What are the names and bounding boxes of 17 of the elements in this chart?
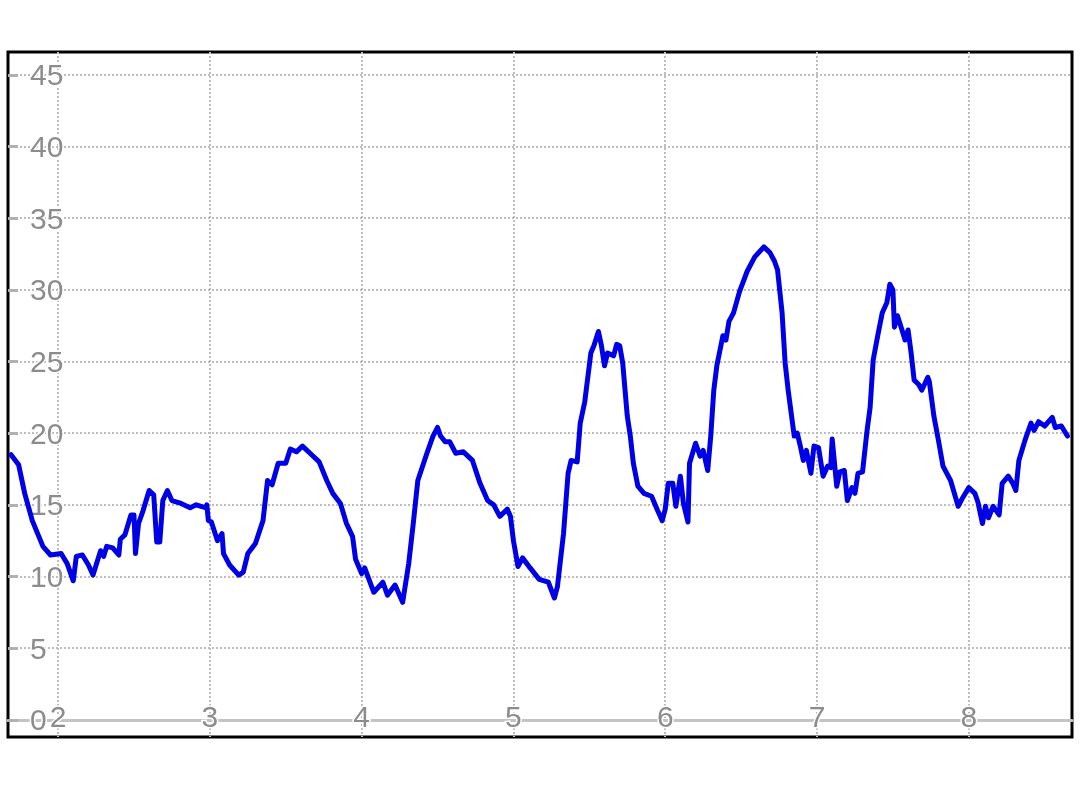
x-tick-label: 7 [808,699,826,733]
y-tick-label: 20 [30,416,64,450]
y-tick-label: 15 [30,488,64,522]
y-tick-label: 5 [30,631,47,665]
x-tick-label: 3 [201,699,219,733]
y-tick-label: 35 [30,201,64,235]
x-tick-label: 4 [353,699,370,733]
x-tick-label: 2 [49,699,67,733]
x-tick-label: 6 [656,699,674,733]
y-tick-label: 45 [30,58,64,92]
y-tick-label: 25 [30,345,64,379]
x-tick-label: 5 [505,699,522,733]
x-tick-label: 8 [960,699,978,733]
y-tick-label: 10 [30,560,64,593]
y-tick-label: 40 [30,130,64,164]
y-tick-label: 0 [30,703,47,737]
y-tick-label: 30 [30,273,64,307]
